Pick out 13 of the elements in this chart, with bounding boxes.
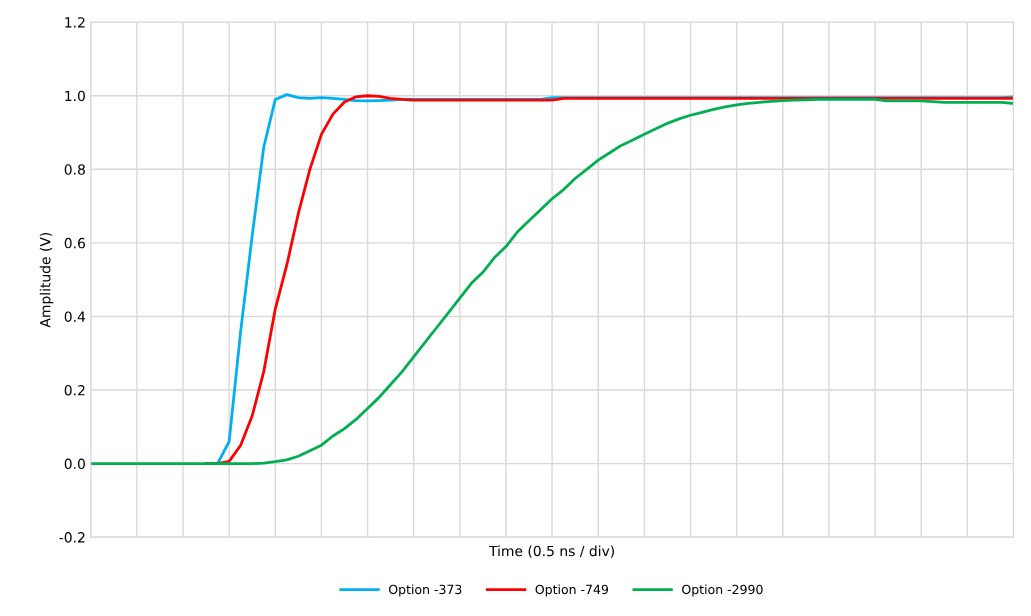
y-tick-label: 1.2: [65, 17, 85, 28]
y-tick-label: -0.2: [59, 532, 85, 543]
y-tick-label: 0.6: [64, 237, 85, 249]
y-tick-label: 1.0: [65, 90, 85, 102]
y-tick-label: 0.4: [64, 311, 86, 322]
y-axis-title: Amplitude (V): [39, 232, 54, 328]
legend-label: Option -749: [535, 584, 609, 597]
legend-label: Option -373: [388, 584, 462, 597]
y-tick-label: 0.2: [64, 384, 85, 396]
legend-label: Option -2990: [682, 584, 763, 597]
x-axis-title: Time (0.5 ns / div): [488, 545, 614, 558]
y-tick-label: 0.8: [64, 164, 85, 175]
y-tick-label: 0.0: [64, 458, 85, 470]
